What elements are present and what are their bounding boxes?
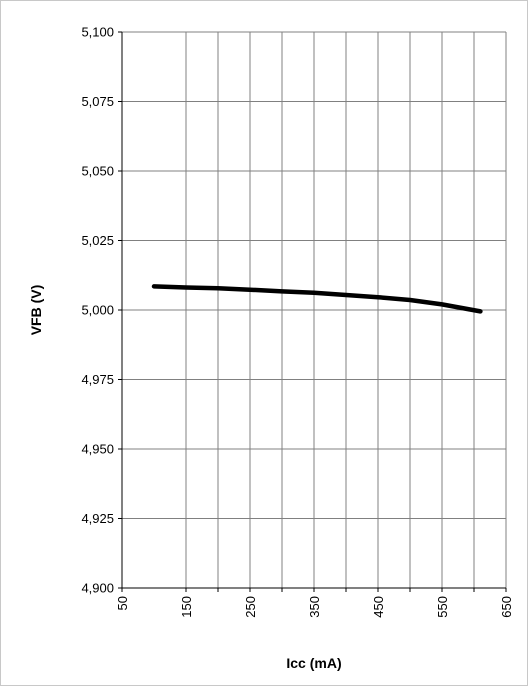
x-tick-label: 150 xyxy=(179,596,194,618)
y-tick-labels: 5,100 5,075 5,050 5,025 5,000 4,975 4,950 4,925… xyxy=(81,25,114,596)
x-tick-label: 650 xyxy=(499,596,514,618)
y-axis-title: VFB (V) xyxy=(28,285,44,336)
x-axis-title: Icc (mA) xyxy=(286,655,341,671)
horizontal-gridlines xyxy=(122,31,506,519)
x-tick-labels: 50 150 250 350 450 550 650 xyxy=(115,596,514,618)
x-tick-label: 450 xyxy=(371,596,386,618)
x-tick-label: 550 xyxy=(435,596,450,618)
y-tick-label: 4,975 xyxy=(81,372,114,387)
y-tick-label: 5,025 xyxy=(81,233,114,248)
axes xyxy=(118,31,507,592)
y-tick-label: 4,900 xyxy=(81,581,114,596)
series-line-1 xyxy=(151,284,483,314)
y-tick-label: 5,075 xyxy=(81,94,114,109)
y-tick-label: 5,050 xyxy=(81,164,114,179)
y-tick-label: 5,000 xyxy=(81,303,114,318)
x-tick-label: 350 xyxy=(307,596,322,618)
x-tick-label: 250 xyxy=(243,596,258,618)
x-tick-label: 50 xyxy=(115,596,130,610)
y-tick-label: 4,950 xyxy=(81,442,114,457)
y-tick-label: 4,925 xyxy=(81,511,114,526)
series-layer xyxy=(151,284,483,314)
y-tick-label: 5,100 xyxy=(81,25,114,40)
